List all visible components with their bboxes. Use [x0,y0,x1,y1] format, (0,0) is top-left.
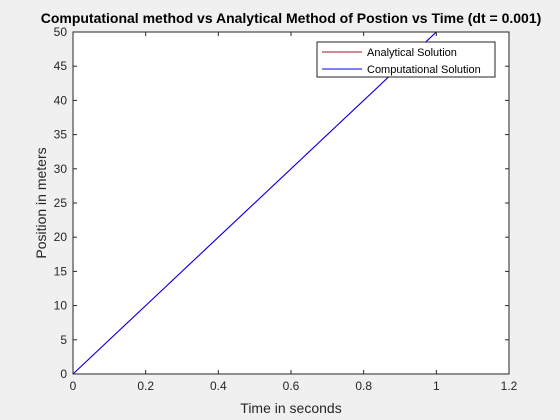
legend[interactable]: Analytical Solution Computational Soluti… [316,41,496,78]
legend-entry-analytical: Analytical Solution [367,47,457,59]
y-axis-ticks: 0 5 10 15 20 25 30 35 40 45 50 [54,25,509,381]
x-tick-label: 0 [70,379,77,393]
y-axis-label: Position in meters [33,147,49,258]
y-tick-label: 35 [54,128,68,142]
legend-entry-computational: Computational Solution [367,64,481,76]
y-tick-label: 20 [54,230,68,244]
chart-title: Computational method vs Analytical Metho… [41,10,542,26]
y-tick-label: 10 [54,299,68,313]
y-tick-label: 0 [60,367,67,381]
series-layer [73,32,437,374]
y-tick-label: 25 [54,196,68,210]
y-tick-label: 15 [54,264,68,278]
series-line-computational [73,32,437,374]
y-tick-label: 5 [60,333,67,347]
y-tick-label: 30 [54,162,68,176]
x-tick-label: 1 [433,379,440,393]
x-tick-label: 0.8 [355,379,372,393]
y-tick-label: 50 [54,25,68,39]
y-tick-label: 45 [54,59,68,73]
y-tick-label: 40 [54,93,68,107]
legend-box [316,41,496,78]
x-tick-label: 0.4 [210,379,227,393]
x-tick-label: 0.2 [137,379,154,393]
plot-area [73,32,509,374]
x-tick-label: 0.6 [283,379,300,393]
x-axis-label: Time in seconds [240,400,341,416]
x-axis-ticks: 0 0.2 0.4 0.6 0.8 1 1.2 [70,32,518,393]
x-tick-label: 1.2 [501,379,518,393]
